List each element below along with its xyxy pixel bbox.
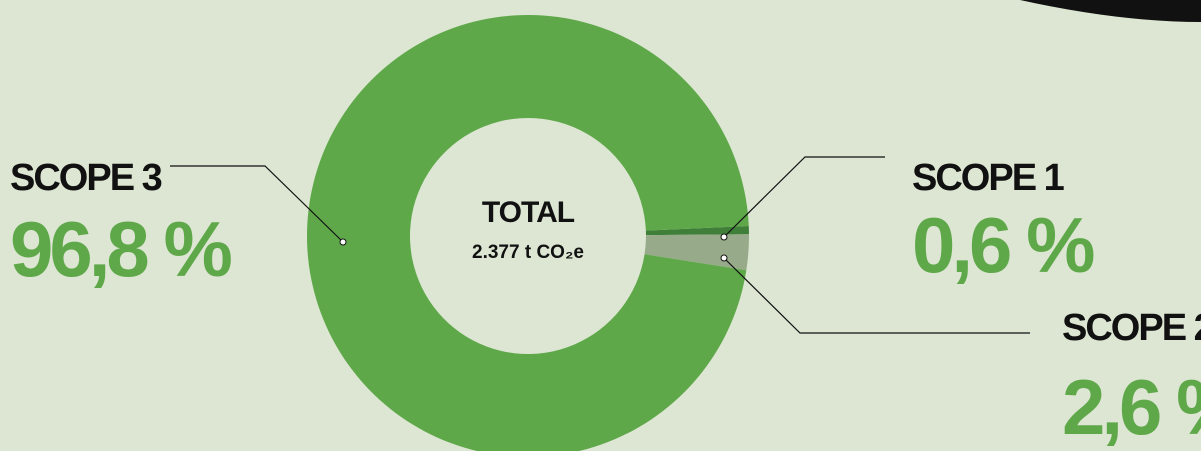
category-label: SCOPE 3: [10, 157, 162, 199]
center-total: 2.377 t CO₂e: [472, 242, 584, 263]
category-label: SCOPE 2: [1062, 307, 1201, 349]
leader-dot: [721, 255, 727, 261]
value-label: 96,8 %: [10, 205, 231, 293]
value-label: 2,6 %: [1062, 363, 1201, 451]
value-label: 0,6 %: [912, 201, 1094, 289]
leader-dot: [340, 239, 346, 245]
category-label: SCOPE 1: [912, 157, 1065, 199]
leader-dot: [721, 234, 727, 240]
chart: TOTAL 2.377 t CO₂e SCOPE 1 0,6 % SCOPE 2…: [0, 0, 1201, 451]
center-title: TOTAL: [482, 196, 575, 229]
